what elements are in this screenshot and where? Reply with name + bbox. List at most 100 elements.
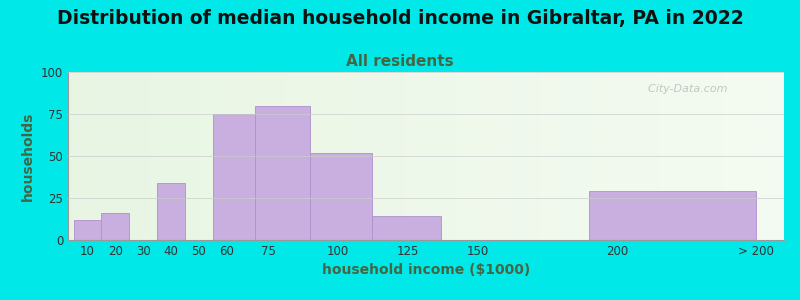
- Bar: [229, 72, 233, 240]
- Bar: [619, 72, 623, 240]
- Bar: [408, 72, 412, 240]
- Bar: [68, 72, 71, 240]
- Bar: [86, 72, 90, 240]
- Bar: [136, 72, 139, 240]
- Bar: [129, 72, 133, 240]
- Bar: [562, 72, 566, 240]
- Bar: [158, 72, 161, 240]
- Bar: [258, 72, 262, 240]
- Bar: [143, 72, 146, 240]
- Bar: [580, 72, 583, 240]
- Bar: [100, 72, 104, 240]
- Bar: [75, 72, 78, 240]
- Bar: [433, 72, 437, 240]
- Bar: [213, 114, 254, 240]
- Bar: [781, 72, 784, 240]
- Bar: [644, 72, 648, 240]
- Bar: [272, 72, 276, 240]
- Bar: [662, 72, 666, 240]
- Bar: [630, 72, 634, 240]
- Bar: [551, 72, 555, 240]
- Bar: [458, 72, 462, 240]
- Bar: [589, 191, 756, 240]
- Bar: [168, 72, 172, 240]
- Bar: [716, 72, 719, 240]
- Bar: [133, 72, 136, 240]
- Bar: [698, 72, 702, 240]
- Bar: [415, 72, 419, 240]
- Bar: [605, 72, 609, 240]
- Bar: [487, 72, 490, 240]
- Bar: [405, 72, 408, 240]
- Bar: [483, 72, 487, 240]
- Bar: [712, 72, 716, 240]
- Bar: [337, 72, 340, 240]
- Bar: [602, 72, 605, 240]
- Bar: [583, 72, 587, 240]
- Bar: [555, 72, 558, 240]
- Bar: [634, 72, 638, 240]
- Bar: [609, 72, 612, 240]
- Bar: [182, 72, 186, 240]
- Bar: [358, 72, 362, 240]
- Text: All residents: All residents: [346, 54, 454, 69]
- Text: City-Data.com: City-Data.com: [641, 84, 727, 94]
- Bar: [548, 72, 551, 240]
- Bar: [197, 72, 201, 240]
- Bar: [247, 72, 250, 240]
- Bar: [738, 72, 741, 240]
- Bar: [376, 72, 379, 240]
- Bar: [569, 72, 573, 240]
- Bar: [444, 72, 447, 240]
- Bar: [254, 106, 310, 240]
- Bar: [265, 72, 269, 240]
- Bar: [541, 72, 544, 240]
- Bar: [372, 217, 442, 240]
- Bar: [412, 72, 415, 240]
- Bar: [501, 72, 505, 240]
- Bar: [290, 72, 294, 240]
- Bar: [114, 72, 118, 240]
- Bar: [447, 72, 451, 240]
- Bar: [623, 72, 626, 240]
- Bar: [126, 72, 129, 240]
- Bar: [480, 72, 483, 240]
- Bar: [74, 220, 102, 240]
- Bar: [165, 72, 168, 240]
- Bar: [519, 72, 522, 240]
- Bar: [573, 72, 576, 240]
- Bar: [333, 72, 337, 240]
- Bar: [93, 72, 97, 240]
- Bar: [82, 72, 86, 240]
- Bar: [401, 72, 405, 240]
- Bar: [490, 72, 494, 240]
- Bar: [638, 72, 641, 240]
- Bar: [598, 72, 602, 240]
- Bar: [172, 72, 175, 240]
- Bar: [641, 72, 644, 240]
- Bar: [476, 72, 480, 240]
- Bar: [709, 72, 713, 240]
- Bar: [752, 72, 755, 240]
- Bar: [233, 72, 236, 240]
- Bar: [354, 72, 358, 240]
- Bar: [469, 72, 473, 240]
- Bar: [774, 72, 777, 240]
- Bar: [398, 72, 401, 240]
- Bar: [680, 72, 684, 240]
- Bar: [383, 72, 386, 240]
- Bar: [394, 72, 398, 240]
- Bar: [422, 72, 426, 240]
- Bar: [157, 183, 185, 240]
- Bar: [372, 72, 376, 240]
- Bar: [214, 72, 218, 240]
- Bar: [670, 72, 673, 240]
- Bar: [741, 72, 745, 240]
- Bar: [122, 72, 126, 240]
- Bar: [71, 72, 75, 240]
- Bar: [140, 72, 143, 240]
- Bar: [78, 72, 82, 240]
- Bar: [351, 72, 354, 240]
- Bar: [218, 72, 222, 240]
- Bar: [677, 72, 680, 240]
